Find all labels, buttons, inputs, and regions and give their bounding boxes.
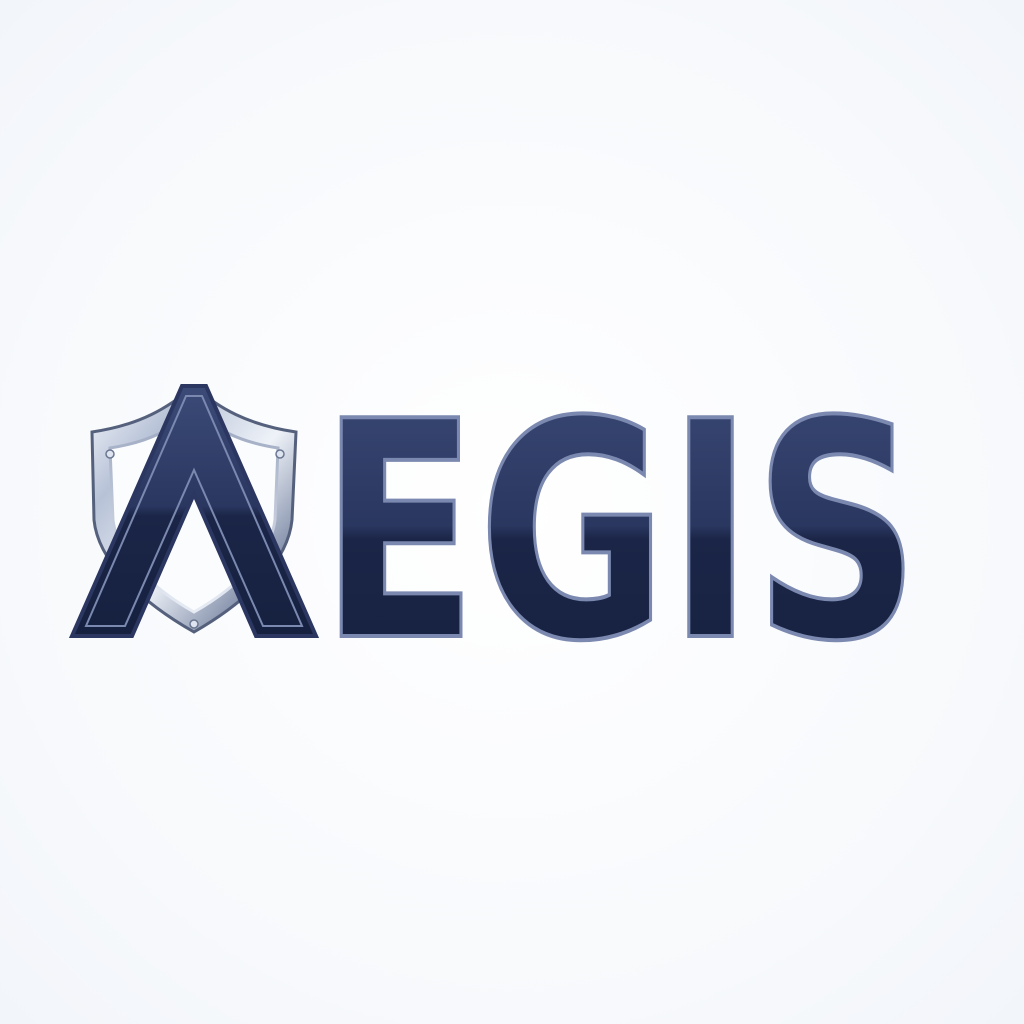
wordmark-letters: EGIS — [320, 358, 920, 707]
shield-icon — [68, 384, 320, 638]
wordmark: EGIS — [318, 356, 922, 709]
